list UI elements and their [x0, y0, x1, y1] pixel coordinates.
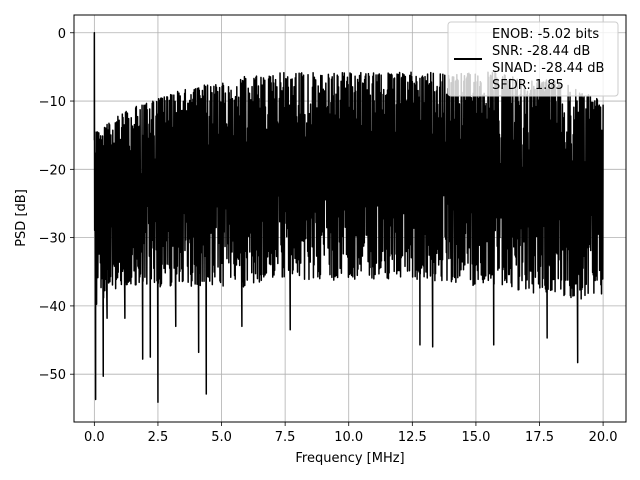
legend-snr: SNR: -28.44 dB — [492, 44, 590, 59]
x-tick-label: 7.5 — [275, 430, 296, 445]
y-tick-label: −40 — [39, 300, 66, 315]
legend-sinad: SINAD: -28.44 dB — [492, 61, 604, 76]
plot-frame — [73, 14, 627, 423]
legend-sfdr: SFDR: 1.85 — [492, 78, 564, 93]
x-axis-label: Frequency [MHz] — [295, 451, 404, 466]
x-tick-label: 5.0 — [211, 430, 232, 445]
y-tick-label: −20 — [39, 163, 66, 178]
legend: ENOB: -5.02 bits SNR: -28.44 dB SINAD: -… — [447, 21, 619, 97]
y-axis-label: PSD [dB] — [14, 189, 29, 247]
psd-line — [93, 32, 604, 403]
axis-ticks: 0.0 2.5 5.0 7.5 10.0 12.5 15.0 17.5 20.0 0 −10 −20 −… — [39, 27, 618, 445]
legend-enob: ENOB: -5.02 bits — [492, 27, 599, 42]
x-tick-label: 2.5 — [148, 430, 169, 445]
x-tick-label: 20.0 — [589, 430, 618, 445]
y-tick-label: 0 — [58, 27, 66, 42]
y-tick-label: −30 — [39, 232, 66, 247]
x-tick-label: 17.5 — [525, 430, 554, 445]
legend-box — [447, 21, 619, 97]
y-tick-label: −10 — [39, 95, 66, 110]
x-tick-label: 10.0 — [334, 430, 363, 445]
x-tick-label: 15.0 — [461, 430, 490, 445]
x-tick-label: 0.0 — [84, 430, 105, 445]
psd-series — [93, 32, 604, 403]
x-tick-label: 12.5 — [398, 430, 427, 445]
y-tick-label: −50 — [39, 368, 66, 383]
